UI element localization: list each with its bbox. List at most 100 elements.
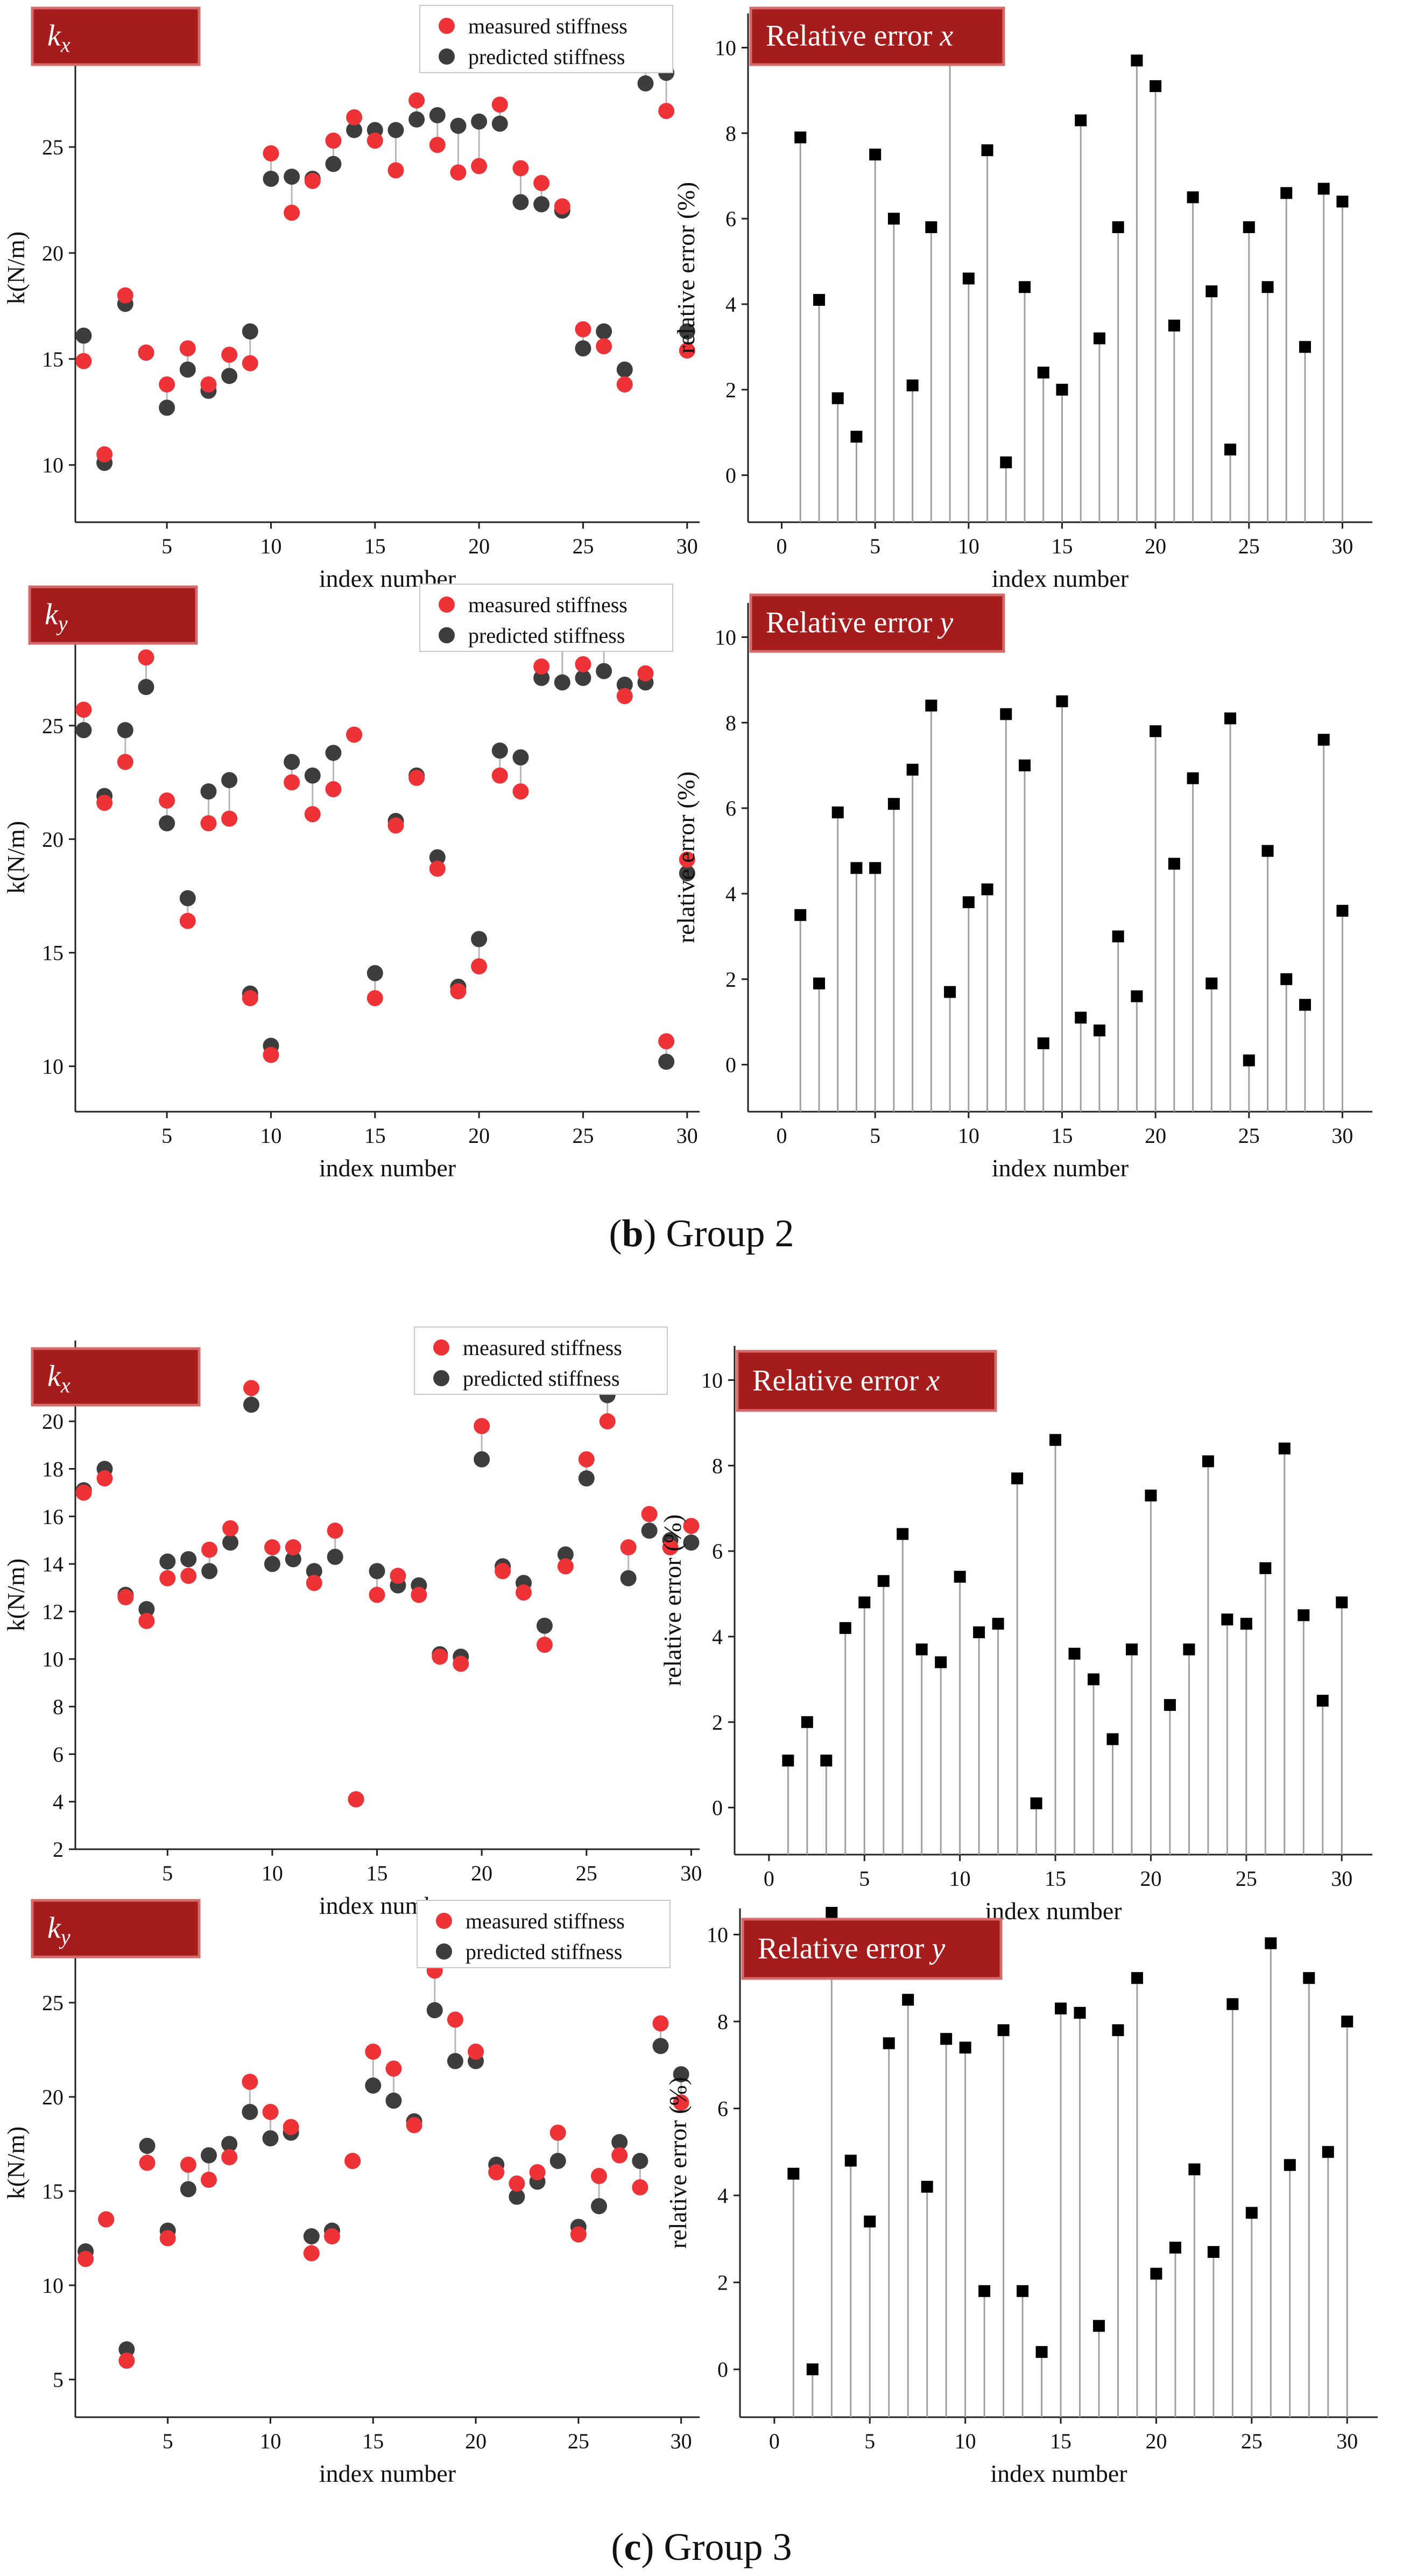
measured-point (447, 2011, 463, 2028)
measured-point (117, 1589, 134, 1605)
y-tick-label: 6 (725, 207, 736, 231)
predicted-point (637, 75, 654, 92)
predicted-point (222, 1534, 239, 1551)
y-axis-label: k(N/m) (2, 2126, 30, 2199)
y-axis-label: k(N/m) (2, 231, 30, 304)
y-tick-label: 10 (42, 1647, 64, 1672)
measured-point (599, 1413, 616, 1430)
error-marker (1207, 2246, 1219, 2258)
measured-point (658, 103, 675, 120)
predicted-point (575, 340, 591, 357)
x-tick-label: 30 (1331, 534, 1353, 558)
error-marker (1035, 2346, 1048, 2358)
measured-point (325, 781, 342, 797)
y-tick-label: 15 (42, 941, 64, 965)
x-axis-label: index number (985, 1897, 1122, 1925)
error-marker (1164, 1699, 1176, 1711)
error-marker (1224, 444, 1237, 455)
predicted-point (679, 323, 695, 340)
measured-point (652, 2015, 669, 2032)
error-marker (813, 977, 825, 989)
predicted-point (632, 2153, 648, 2169)
caption-text: Group 2 (666, 1212, 794, 1255)
predicted-point (673, 2066, 689, 2082)
error-marker (954, 1570, 966, 1583)
x-tick-label: 15 (364, 534, 386, 558)
error-marker (1298, 1609, 1310, 1622)
predicted-point (429, 849, 446, 866)
predicted-point (325, 745, 342, 761)
legend-predicted-label: predicted stiffness (468, 623, 625, 648)
predicted-point (385, 2093, 402, 2109)
y-tick-label: 15 (42, 347, 64, 371)
error-marker (1284, 2159, 1296, 2171)
measured-point (180, 2157, 196, 2173)
x-tick-label: 30 (1331, 1866, 1352, 1891)
x-tick-label: 25 (576, 1861, 597, 1885)
error-marker (1224, 712, 1237, 725)
predicted-point (201, 1563, 218, 1580)
measured-point (387, 817, 404, 834)
measured-point (673, 2094, 689, 2111)
error-marker (1188, 2163, 1201, 2175)
x-tick-label: 20 (468, 1124, 490, 1148)
error-marker (1226, 1998, 1239, 2010)
predicted-point (679, 865, 695, 882)
y-tick-label: 20 (42, 1409, 64, 1434)
x-tick-label: 15 (1051, 534, 1073, 558)
x-tick-label: 25 (572, 534, 594, 558)
predicted-point (596, 323, 612, 340)
error-marker (1299, 999, 1311, 1011)
predicted-point (264, 1556, 280, 1573)
measured-point (554, 198, 570, 215)
error-marker (1187, 191, 1199, 203)
y-tick-label: 0 (712, 1796, 723, 1820)
y-tick-label: 2 (725, 378, 736, 402)
error-marker (850, 862, 863, 874)
error-marker (1000, 708, 1012, 720)
predicted-point (325, 156, 342, 172)
measured-point (263, 145, 279, 162)
title-badge-text: kx (47, 1359, 70, 1397)
error-marker (794, 131, 807, 144)
measured-point (679, 851, 695, 868)
error-marker (978, 2285, 991, 2297)
measured-point (200, 815, 217, 832)
y-tick-label: 12 (42, 1599, 64, 1624)
error-marker (1261, 845, 1274, 857)
error-marker (1183, 1643, 1195, 1655)
measured-point (242, 990, 258, 1007)
error-marker (1303, 1972, 1315, 1984)
measured-point (98, 2211, 115, 2228)
error-marker (1341, 2016, 1353, 2027)
y-tick-label: 0 (725, 1053, 736, 1077)
error-marker (944, 986, 956, 998)
measured-point (118, 2353, 135, 2369)
measured-point (200, 376, 217, 393)
x-tick-label: 0 (769, 2429, 780, 2453)
predicted-point (346, 122, 363, 138)
measured-point (365, 2044, 382, 2060)
predicted-point (533, 196, 550, 213)
panel-group3-relative-error-x: 0 2 4 6 8 10 0 5 10 15 20 25 30 index number relative … (659, 1346, 1372, 1925)
error-marker (925, 221, 937, 234)
error-marker (887, 798, 900, 810)
measured-point (591, 2168, 608, 2184)
predicted-point (159, 399, 175, 416)
measured-point (263, 1047, 279, 1063)
predicted-point (179, 890, 196, 907)
measured-point (536, 1637, 553, 1653)
legend-measured-label: measured stiffness (466, 1909, 625, 1933)
measured-point (159, 376, 175, 393)
error-marker (787, 2167, 800, 2180)
measured-point (450, 983, 467, 1000)
measured-point (242, 2074, 258, 2090)
error-marker (962, 896, 975, 908)
error-marker (973, 1626, 985, 1639)
predicted-point (387, 122, 404, 138)
error-marker (1317, 734, 1330, 746)
x-tick-label: 10 (949, 1866, 971, 1891)
predicted-point (620, 1570, 637, 1587)
measured-point (512, 160, 529, 177)
